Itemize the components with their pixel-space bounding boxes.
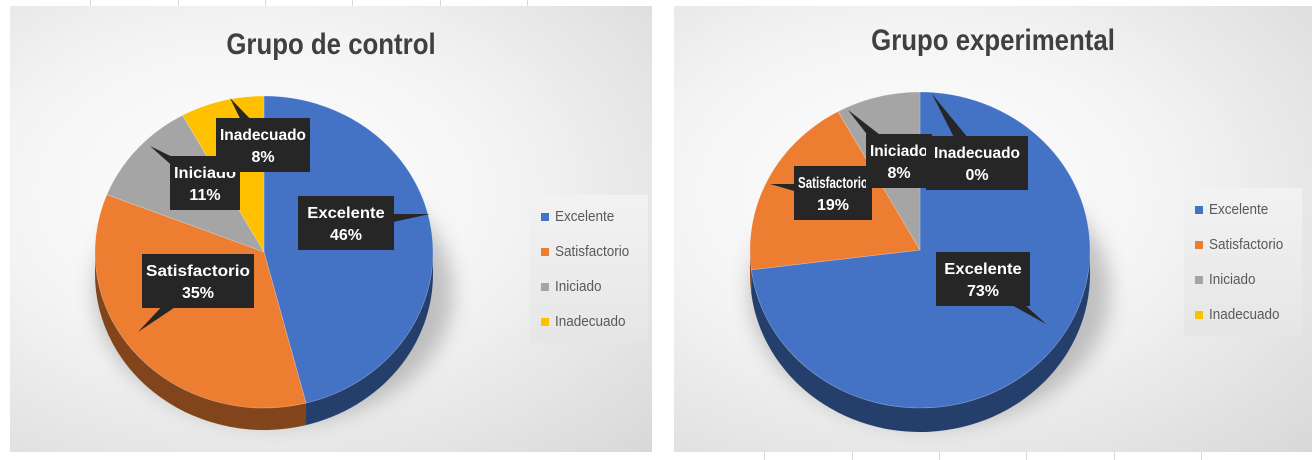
- legend-item-inadecuado: Inadecuado: [1184, 297, 1302, 332]
- data-label-box: [866, 134, 932, 188]
- pie-chart-grupo-experimental: Excelente73%Satisfactorio19%Iniciado8%In…: [749, 91, 1110, 433]
- data-label-category: Inadecuado: [934, 145, 1020, 162]
- data-label-box: [926, 136, 1028, 190]
- legend-swatch-excelente: [541, 212, 549, 221]
- chart-legend: Excelente Satisfactorio Iniciado Inadecu…: [1184, 188, 1302, 336]
- data-label-iniciado: Iniciado 8%: [848, 110, 932, 188]
- pie-side-satisfactorio: [95, 252, 307, 430]
- legend-label-iniciado: Iniciado: [555, 278, 602, 295]
- legend-item-inadecuado: Inadecuado: [530, 304, 648, 339]
- legend-label-inadecuado: Inadecuado: [555, 313, 626, 330]
- data-label-category: Satisfactorio: [146, 263, 250, 280]
- data-label-value: 46%: [330, 227, 362, 244]
- pie-side-excelente: [306, 252, 433, 426]
- pie-chart-grupo-de-control: Excelente46%Satisfactorio35%Iniciado11%I…: [94, 95, 453, 430]
- legend-label-excelente: Excelente: [1209, 201, 1269, 218]
- legend-item-excelente: Excelente: [530, 199, 648, 234]
- legend-item-iniciado: Iniciado: [530, 269, 648, 304]
- legend-item-iniciado: Iniciado: [1184, 262, 1302, 297]
- legend-swatch-satisfactorio: [1195, 240, 1203, 249]
- legend-swatch-iniciado: [541, 282, 549, 291]
- legend-label-satisfactorio: Satisfactorio: [1209, 236, 1284, 253]
- legend-item-satisfactorio: Satisfactorio: [1184, 227, 1302, 262]
- pie-side-satisfactorio: [750, 250, 752, 294]
- chart-title: Grupo experimental: [871, 24, 1115, 57]
- legend-label-excelente: Excelente: [555, 208, 615, 225]
- data-label-box: [142, 254, 254, 308]
- data-label-value: 19%: [817, 197, 849, 214]
- data-label-excelente: Excelente 73%: [936, 252, 1046, 324]
- data-label-satisfactorio: Satisfactorio 35%: [138, 254, 254, 332]
- data-label-box: [216, 118, 310, 172]
- data-label-value: 73%: [967, 283, 999, 300]
- legend-item-satisfactorio: Satisfactorio: [530, 234, 648, 269]
- data-label-value: 8%: [887, 165, 910, 182]
- chart-legend: Excelente Satisfactorio Iniciado Inadecu…: [530, 195, 648, 343]
- data-label-box: [794, 166, 872, 220]
- legend-swatch-inadecuado: [541, 317, 549, 326]
- chart-grupo-experimental: Excelente 73% Satisfactorio 19% Iniciado 8% In…: [674, 6, 1312, 452]
- legend-swatch-excelente: [1195, 205, 1203, 214]
- legend-swatch-satisfactorio: [541, 247, 549, 256]
- data-label-category: Excelente: [944, 261, 1021, 278]
- data-label-value: 35%: [182, 285, 214, 302]
- data-label-category: Inadecuado: [220, 127, 306, 144]
- legend-label-iniciado: Iniciado: [1209, 271, 1256, 288]
- data-label-value: 8%: [251, 149, 274, 166]
- data-label-category: Satisfactorio: [798, 175, 868, 192]
- legend-item-excelente: Excelente: [1184, 192, 1302, 227]
- data-label-inadecuado: Inadecuado 0%: [926, 94, 1028, 190]
- legend-label-inadecuado: Inadecuado: [1209, 306, 1280, 323]
- legend-swatch-iniciado: [1195, 275, 1203, 284]
- data-label-inadecuado: Inadecuado 8%: [216, 98, 310, 172]
- data-label-category: Excelente: [307, 205, 384, 222]
- chart-title: Grupo de control: [226, 28, 436, 61]
- data-label-satisfactorio: Satisfactorio 19%: [770, 166, 872, 220]
- data-label-box: [298, 196, 394, 250]
- legend-swatch-inadecuado: [1195, 310, 1203, 319]
- chart-grupo-de-control: Excelente 46% Satisfactorio 35% Iniciado 11% I…: [10, 6, 652, 452]
- legend-label-satisfactorio: Satisfactorio: [555, 243, 630, 260]
- data-label-excelente: Excelente 46%: [298, 196, 430, 250]
- data-label-value: 0%: [965, 167, 988, 184]
- data-label-category: Iniciado: [870, 143, 928, 160]
- data-label-value: 11%: [189, 187, 220, 204]
- data-label-box: [936, 252, 1030, 306]
